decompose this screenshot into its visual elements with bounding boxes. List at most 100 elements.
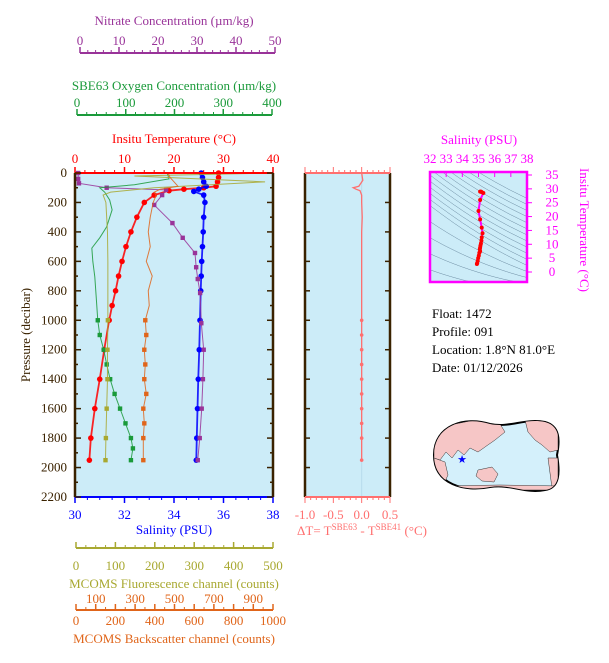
oxygen-point (97, 332, 102, 338)
temperature-point (92, 405, 98, 412)
backscatter-tick-label: 200 (106, 613, 126, 628)
backscatter-tick-label: 800 (224, 613, 244, 628)
backscatter-point (141, 406, 146, 411)
nitrate-point (199, 321, 204, 326)
salinity-point (191, 188, 197, 195)
backscatter-tick-label: 1000 (260, 613, 286, 628)
nitrate-point (199, 406, 204, 411)
backscatter-point (141, 435, 146, 441)
date: Date: 01/12/2026 (432, 360, 523, 375)
pressure-tick-label: 1200 (41, 342, 67, 357)
backscatter-point (142, 347, 147, 352)
backscatter-tick-label: 700 (204, 591, 224, 606)
temperature-point (96, 376, 103, 382)
isopycnal-contour (430, 187, 527, 248)
nitrate-point (192, 250, 198, 256)
world-map: ★ (432, 420, 560, 492)
oxygen-point (112, 391, 117, 397)
fluorescence-tick-label: 200 (145, 558, 165, 573)
ts-temperature-tick-label: 30 (546, 181, 559, 196)
ts-point (480, 231, 485, 236)
profile-series (75, 170, 274, 463)
delta-t-axis-title: ΔT= TSBE63 - TSBE41 (°C) (297, 522, 427, 538)
delta-t-point (359, 362, 364, 367)
pressure-tick-label: 1600 (41, 401, 67, 416)
delta-t-point (359, 392, 364, 396)
ts-point (481, 191, 486, 196)
nitrate-point (104, 185, 109, 190)
backscatter-tick-label: 300 (125, 591, 145, 606)
ts-point (476, 209, 481, 214)
fluorescence-point (103, 435, 109, 441)
backscatter-point (143, 362, 148, 367)
temperature-point (115, 273, 122, 279)
location: Location: 1.8°N 81.0°E (432, 342, 555, 357)
temperature-line (88, 173, 220, 461)
delta-t-tick-label: 0.0 (354, 507, 370, 522)
salinity-point (200, 192, 207, 198)
temperature-axis-title: Insitu Temperature (°C) (112, 131, 236, 146)
pressure-tick-label: 2000 (41, 460, 67, 475)
ts-salinity-tick-label: 38 (521, 151, 534, 166)
ts-salinity-tick-label: 33 (440, 151, 453, 166)
pressure-tick-label: 1000 (41, 312, 67, 327)
delta-t-title-part: ΔT= T (297, 523, 332, 538)
isopycnal-contour (430, 269, 473, 282)
fluorescence-tick-label: 0 (73, 558, 80, 573)
oxygen-tick-label: 100 (116, 95, 136, 110)
backscatter-point (143, 318, 148, 323)
fluorescence-point (104, 406, 109, 411)
nitrate-point (180, 235, 185, 240)
salinity-point (200, 214, 207, 220)
pressure-tick-label: 1400 (41, 371, 67, 386)
oxygen-point (128, 435, 134, 441)
oxygen-point (130, 446, 136, 451)
salinity-point (203, 183, 209, 190)
pressure-tick-label: 800 (48, 283, 68, 298)
nitrate-point (195, 276, 200, 282)
fluorescence-line (102, 172, 274, 461)
salinity-point (200, 179, 207, 185)
temperature-tick-label: 0 (72, 151, 79, 166)
isopycnal-contour (430, 199, 527, 260)
nitrate-point (201, 347, 206, 352)
nitrate-tick-label: 50 (269, 33, 282, 48)
temperature-point (112, 288, 119, 294)
oxygen-point (107, 376, 113, 382)
delta-t-point (359, 406, 364, 411)
salinity-axis-title: Salinity (PSU) (136, 522, 212, 537)
ts-salinity-axis-title: Salinity (PSU) (441, 132, 517, 147)
delta-t-point (359, 421, 364, 426)
delta-t-point (359, 333, 364, 337)
ts-point (478, 197, 483, 202)
temperature-point (119, 258, 125, 265)
salinity-point (194, 405, 201, 412)
backscatter-point (142, 421, 147, 426)
oxygen-tick-label: 400 (262, 95, 282, 110)
pressure-tick-label: 600 (48, 253, 68, 268)
fluorescence-axis-title: MCOMS Fluorescence channel (counts) (69, 576, 279, 591)
float-id: Float: 1472 (432, 306, 492, 321)
isopycnal-contour (468, 172, 527, 205)
backscatter-tick-label: 900 (244, 591, 264, 606)
ts-point (479, 225, 484, 230)
ts-temperature-tick-label: 15 (546, 222, 559, 237)
salinity-point (199, 243, 206, 250)
temperature-point (141, 199, 148, 206)
pressure-tick-label: 0 (61, 165, 68, 180)
salinity-point (198, 258, 205, 265)
backscatter-point (141, 457, 146, 463)
nitrate-point (195, 457, 200, 463)
oxygen-tick-label: 0 (74, 95, 81, 110)
isopycnal-contour (459, 172, 527, 211)
delta-t-title-part: - T (357, 523, 376, 538)
ts-temperature-tick-label: 20 (546, 209, 559, 224)
ts-point (478, 217, 483, 222)
backscatter-tick-label: 0 (73, 613, 80, 628)
pressure-tick-label: 400 (48, 224, 68, 239)
isopycnal-contour (430, 286, 527, 296)
ts-temperature-tick-label: 35 (546, 167, 559, 182)
backscatter-point (144, 391, 149, 397)
oxygen-tick-label: 300 (214, 95, 234, 110)
